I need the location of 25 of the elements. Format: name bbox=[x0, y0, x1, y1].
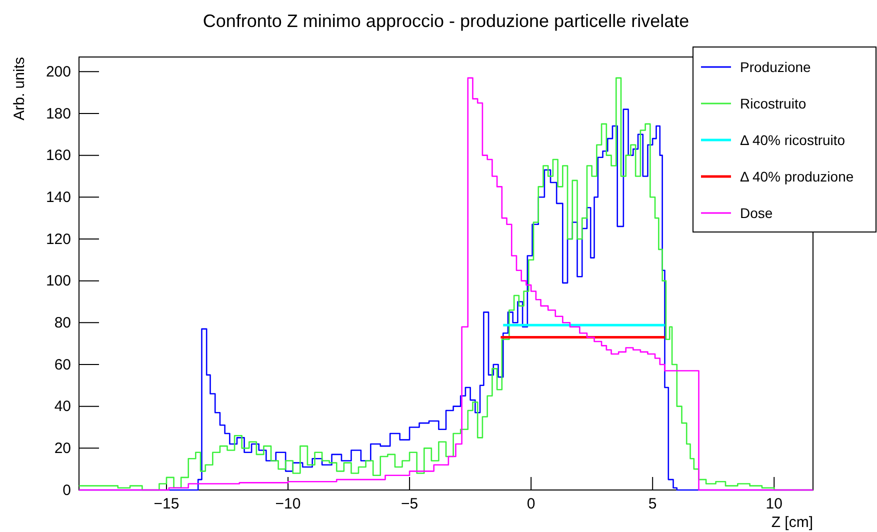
x-tick-label: −5 bbox=[400, 496, 418, 513]
y-tick-label: 60 bbox=[54, 356, 71, 374]
y-tick-label: 80 bbox=[54, 314, 71, 332]
legend-label: Δ 40% produzione bbox=[740, 168, 854, 184]
y-tick-label: 180 bbox=[46, 105, 71, 122]
x-tick-label: −10 bbox=[275, 496, 301, 513]
y-tick-label: 140 bbox=[46, 188, 71, 206]
x-axis-title: Z [cm] bbox=[771, 514, 813, 531]
x-tick-label: 0 bbox=[526, 496, 536, 513]
x-tick-label: 5 bbox=[648, 496, 657, 513]
legend-label: Ricostruito bbox=[740, 96, 806, 112]
chart-title: Confronto Z minimo approccio - produzione particelle rivelate bbox=[202, 11, 690, 31]
y-tick-label: 0 bbox=[62, 482, 71, 499]
legend-label: Δ 40% ricostruito bbox=[740, 132, 846, 148]
y-tick-label: 120 bbox=[46, 230, 71, 248]
y-tick-label: 40 bbox=[54, 398, 71, 416]
y-tick-label: 200 bbox=[46, 63, 71, 80]
x-tick-label: −15 bbox=[154, 496, 180, 513]
y-tick-label: 20 bbox=[54, 440, 71, 457]
legend-label: Produzione bbox=[740, 59, 812, 75]
y-axis-title: Arb. units bbox=[11, 57, 28, 120]
legend-label: Dose bbox=[740, 205, 773, 221]
y-tick-label: 160 bbox=[46, 147, 71, 164]
y-tick-label: 100 bbox=[46, 272, 71, 290]
x-tick-label: 10 bbox=[766, 496, 782, 513]
